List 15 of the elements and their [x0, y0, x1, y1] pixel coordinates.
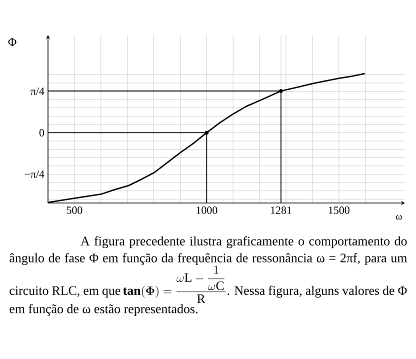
text: . Nessa figura, alguns valores de Φ [228, 286, 407, 298]
text: A figura precedente ilustra graficamente o comportamento do [80, 236, 407, 248]
x-tick-label: 1000 [196, 206, 218, 214]
x-tick-label: 500 [66, 206, 82, 214]
y-tick-label: −π/4 [24, 170, 44, 178]
y-axis-title: Φ [8, 38, 16, 46]
text: circuito RLC, em que [10, 286, 120, 298]
y-tick-label: 0 [39, 129, 44, 136]
y-tick-label: π/4 [30, 88, 44, 95]
x-tick-label: 1500 [328, 206, 350, 214]
text: em função de ω estão representados. [10, 304, 198, 316]
text: ângulo de fase Φ em função da frequência de ressonância ω = 2πf, para um [10, 253, 408, 266]
x-tick-label: 1281 [270, 206, 292, 214]
x-axis-title: ω [396, 214, 402, 220]
text: $\mathbf{tan(}\boldsymbol{\Phi}\mathbf{)} = \dfrac{\omega \mathrm{L} - \dfrac{1}{\omega \mathrm{C}}}{\mathrm{R}}$ [123, 266, 226, 304]
